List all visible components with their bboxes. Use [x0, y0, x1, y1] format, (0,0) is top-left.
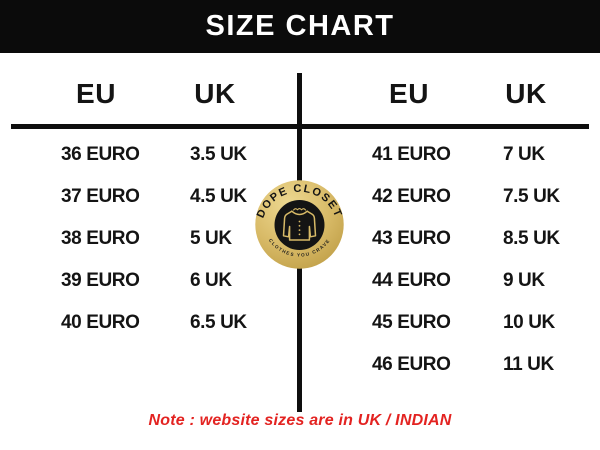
table-cell: 40 EURO [61, 312, 140, 333]
table-cell: 36 EURO [61, 144, 140, 165]
table-cell: 46 EURO [372, 354, 451, 375]
size-note: Note : website sizes are in UK / INDIAN [148, 412, 452, 429]
table-cell: 10 UK [503, 312, 555, 333]
table-cell: 3.5 UK [190, 144, 247, 165]
table-cell: 7 UK [503, 144, 545, 165]
table-cell: 39 EURO [61, 270, 140, 291]
table-cell: 5 UK [190, 228, 232, 249]
column-header-right-uk: UK [505, 78, 547, 109]
dope-closet-logo: DOPE CLOSET CLOTHES YOU CRAVE [255, 180, 344, 269]
table-cell: 6 UK [190, 270, 232, 291]
table-cell: 42 EURO [372, 186, 451, 207]
table-cell: 7.5 UK [503, 186, 560, 207]
column-header-left-uk: UK [194, 78, 236, 109]
table-cell: 45 EURO [372, 312, 451, 333]
table-cell: 38 EURO [61, 228, 140, 249]
table-cell: 6.5 UK [190, 312, 247, 333]
table-cell: 4.5 UK [190, 186, 247, 207]
header-bar: SIZE CHART [0, 0, 600, 53]
shirt-icon [282, 208, 317, 241]
table-cell: 41 EURO [372, 144, 451, 165]
column-header-left-eu: EU [76, 78, 116, 109]
table-cell: 37 EURO [61, 186, 140, 207]
table-cell: 8.5 UK [503, 228, 560, 249]
right-uk-column: 7 UK 7.5 UK 8.5 UK 9 UK 10 UK 11 UK [503, 134, 560, 386]
table-cell: 9 UK [503, 270, 545, 291]
right-eu-column: 41 EURO 42 EURO 43 EURO 44 EURO 45 EURO … [372, 134, 451, 386]
left-eu-column: 36 EURO 37 EURO 38 EURO 39 EURO 40 EURO [61, 134, 140, 344]
left-uk-column: 3.5 UK 4.5 UK 5 UK 6 UK 6.5 UK [190, 134, 247, 344]
table-cell: 44 EURO [372, 270, 451, 291]
table-cell: 11 UK [503, 354, 554, 375]
page-title: SIZE CHART [205, 10, 395, 42]
column-header-right-eu: EU [389, 78, 429, 109]
table-cell: 43 EURO [372, 228, 451, 249]
